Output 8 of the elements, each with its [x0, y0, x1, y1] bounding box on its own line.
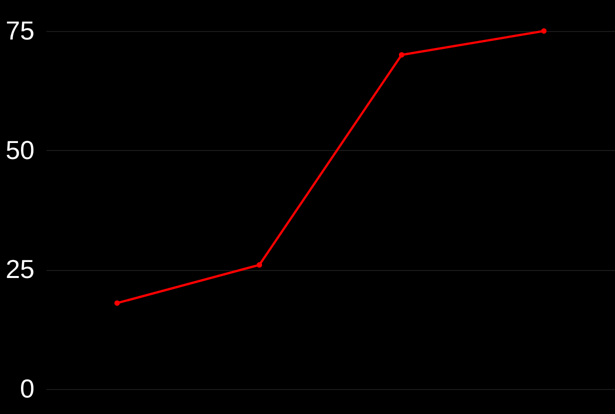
y-tick-label: 50 — [6, 134, 34, 165]
y-tick-label: 0 — [20, 374, 34, 404]
point — [398, 52, 404, 58]
point — [541, 28, 547, 34]
point — [114, 300, 120, 306]
y-tick-label: 75 — [6, 16, 34, 46]
point — [256, 262, 262, 268]
y-tick-label: 25 — [6, 254, 34, 284]
